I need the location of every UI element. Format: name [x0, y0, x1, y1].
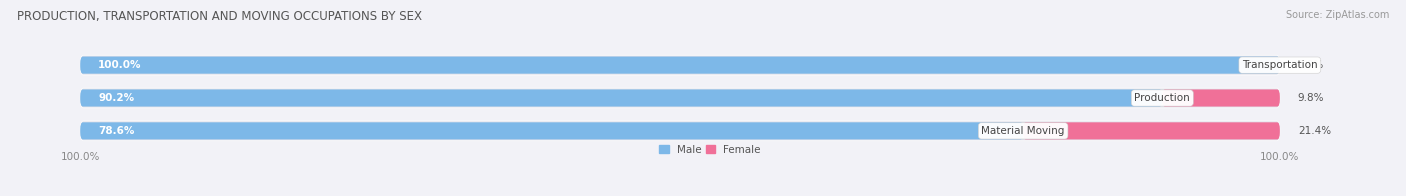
Text: 90.2%: 90.2% — [98, 93, 135, 103]
FancyBboxPatch shape — [1024, 122, 1279, 139]
FancyBboxPatch shape — [80, 57, 1279, 74]
FancyBboxPatch shape — [80, 88, 1279, 108]
FancyBboxPatch shape — [80, 121, 1279, 141]
Legend: Male, Female: Male, Female — [655, 141, 765, 159]
FancyBboxPatch shape — [80, 55, 1279, 75]
Text: Source: ZipAtlas.com: Source: ZipAtlas.com — [1285, 10, 1389, 20]
Text: Material Moving: Material Moving — [981, 126, 1064, 136]
Text: 100.0%: 100.0% — [98, 60, 142, 70]
Text: 0.0%: 0.0% — [1298, 60, 1324, 70]
Text: 21.4%: 21.4% — [1298, 126, 1331, 136]
Text: 9.8%: 9.8% — [1298, 93, 1324, 103]
Text: 78.6%: 78.6% — [98, 126, 135, 136]
FancyBboxPatch shape — [80, 89, 1163, 107]
Text: Production: Production — [1135, 93, 1189, 103]
Text: PRODUCTION, TRANSPORTATION AND MOVING OCCUPATIONS BY SEX: PRODUCTION, TRANSPORTATION AND MOVING OC… — [17, 10, 422, 23]
Text: Transportation: Transportation — [1241, 60, 1317, 70]
FancyBboxPatch shape — [80, 122, 1024, 139]
FancyBboxPatch shape — [1163, 89, 1279, 107]
